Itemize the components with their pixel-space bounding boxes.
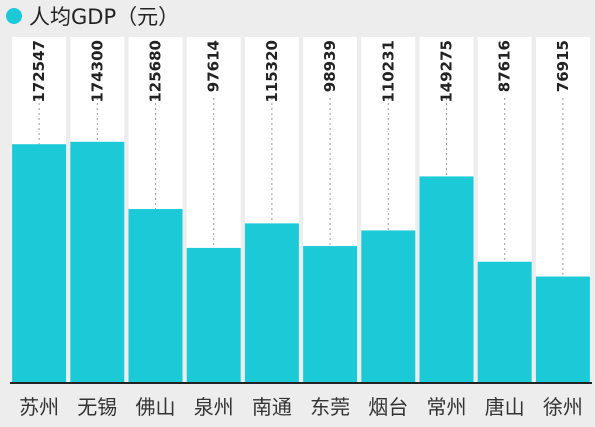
value-label: 149275 — [438, 40, 456, 103]
category-label: 苏州 — [19, 395, 59, 419]
category-labels: 苏州 无锡 佛山 泉州 南通 东莞 烟台 常州 唐山 徐州 — [19, 395, 583, 419]
bar-7 — [361, 230, 416, 383]
value-label: 76915 — [554, 40, 572, 92]
legend: 人均GDP（元） — [6, 5, 179, 29]
legend-label: 人均GDP（元） — [29, 5, 179, 29]
value-labels: 172547 174300 125680 97614 115320 98939 110231… — [30, 40, 572, 103]
category-label: 烟台 — [368, 395, 408, 419]
bar-10 — [535, 276, 590, 383]
bar-3 — [128, 209, 183, 383]
value-label: 97614 — [205, 40, 223, 92]
category-label: 佛山 — [136, 395, 176, 419]
category-label: 徐州 — [543, 395, 583, 419]
value-label: 125680 — [147, 40, 165, 103]
category-label: 唐山 — [485, 395, 525, 419]
category-label: 无锡 — [77, 395, 117, 419]
legend-swatch — [6, 8, 22, 24]
bar-8 — [419, 176, 474, 383]
value-label: 174300 — [88, 40, 106, 103]
bar-9 — [477, 261, 532, 383]
category-label: 常州 — [427, 395, 467, 419]
value-label: 172547 — [30, 40, 48, 103]
bar-6 — [303, 246, 358, 383]
category-label: 东莞 — [310, 395, 350, 419]
bar-5 — [244, 223, 299, 383]
category-label: 泉州 — [194, 395, 234, 419]
category-label: 南通 — [252, 395, 292, 419]
value-label: 87616 — [496, 40, 514, 92]
leader-lines — [38, 98, 564, 277]
value-label: 115320 — [263, 40, 281, 103]
bar-1 — [12, 144, 67, 383]
value-label: 110231 — [379, 40, 397, 103]
value-label: 98939 — [321, 40, 339, 92]
bar-2 — [70, 141, 125, 383]
bars — [12, 141, 590, 383]
bar-4 — [186, 247, 241, 383]
